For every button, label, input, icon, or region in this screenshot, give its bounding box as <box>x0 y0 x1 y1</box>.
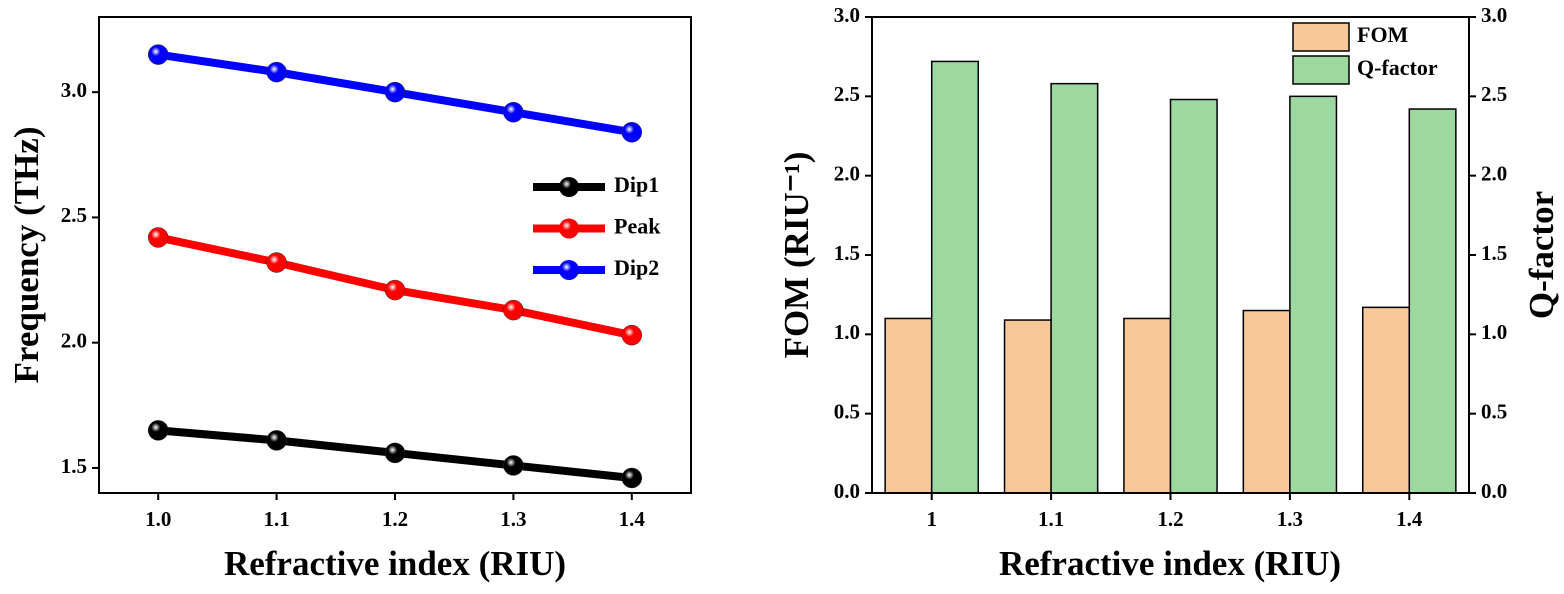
legend-swatch <box>1292 22 1350 52</box>
y-axis-title: FOM (RIU⁻¹) <box>777 152 816 359</box>
bar <box>1242 309 1291 494</box>
plot-frame <box>871 16 1470 494</box>
data-point <box>621 121 643 143</box>
y2-tick-label: 1.0 <box>1481 320 1507 344</box>
legend-label: Dip1 <box>614 172 659 197</box>
x-tick-label: 1.3 <box>1277 507 1303 531</box>
y-tick-label: 2.0 <box>834 161 860 185</box>
x-tick-label: 1.2 <box>1157 507 1183 531</box>
x-tick-label: 1.2 <box>382 507 408 531</box>
y-tick-label: 1.5 <box>834 241 860 265</box>
bar <box>1408 108 1457 494</box>
x-tick-label: 1.3 <box>500 507 526 531</box>
bar <box>884 317 933 494</box>
data-point <box>266 61 287 83</box>
data-point <box>147 227 169 248</box>
y-tick-label: 2.5 <box>834 82 860 106</box>
legend-label: Q-factor <box>1357 55 1438 80</box>
y2-tick-label: 3.0 <box>1481 3 1507 27</box>
legend-swatch <box>1292 55 1350 85</box>
y-tick-label: 3.0 <box>61 78 87 102</box>
y-tick-label: 0.0 <box>834 479 860 503</box>
y2-tick-label: 0.0 <box>1481 479 1507 503</box>
bar <box>1123 317 1172 494</box>
y2-tick-label: 0.5 <box>1481 399 1507 423</box>
legend-marker <box>559 177 579 197</box>
y2-tick-label: 2.5 <box>1481 82 1507 106</box>
bar <box>1050 82 1099 494</box>
data-point <box>384 81 406 103</box>
legend-marker <box>559 260 579 280</box>
y-tick-label: 0.5 <box>834 399 860 423</box>
data-point <box>621 467 643 489</box>
data-point <box>384 279 406 301</box>
plot-frame <box>98 16 692 494</box>
y-axis-title: Frequency (THz) <box>7 127 46 384</box>
data-point <box>503 101 524 123</box>
y-tick-label: 2.5 <box>61 203 87 227</box>
bar <box>1169 98 1218 494</box>
legend-marker <box>559 218 579 239</box>
x-tick-label: 1.0 <box>145 507 171 531</box>
y-tick-label: 3.0 <box>834 3 860 27</box>
data-point <box>266 252 287 273</box>
data-point <box>147 44 169 65</box>
x-axis-title: Refractive index (RIU) <box>999 544 1341 583</box>
legend-label: Dip2 <box>614 255 659 280</box>
x-tick-label: 1.4 <box>619 507 646 531</box>
y2-axis-title: Q-factor <box>1522 191 1561 319</box>
x-tick-label: 1 <box>926 507 937 531</box>
bar <box>1003 319 1052 494</box>
y-tick-label: 2.0 <box>61 328 87 352</box>
bar <box>1289 95 1338 494</box>
data-point <box>621 324 643 346</box>
x-tick-label: 1.1 <box>1038 507 1064 531</box>
y-tick-label: 1.5 <box>61 454 87 478</box>
x-tick-label: 1.4 <box>1396 507 1423 531</box>
data-point <box>147 420 169 441</box>
x-axis-title: Refractive index (RIU) <box>224 544 566 583</box>
data-point <box>503 455 524 476</box>
legend-label: FOM <box>1357 22 1409 47</box>
legend-label: Peak <box>614 214 661 239</box>
data-point <box>503 299 524 321</box>
y2-tick-label: 2.0 <box>1481 161 1507 185</box>
y2-tick-label: 1.5 <box>1481 241 1507 265</box>
bar <box>1361 306 1411 494</box>
bar <box>930 60 980 494</box>
x-tick-label: 1.1 <box>263 507 289 531</box>
data-point <box>266 430 287 451</box>
data-point <box>384 442 406 464</box>
y-tick-label: 1.0 <box>834 320 860 344</box>
